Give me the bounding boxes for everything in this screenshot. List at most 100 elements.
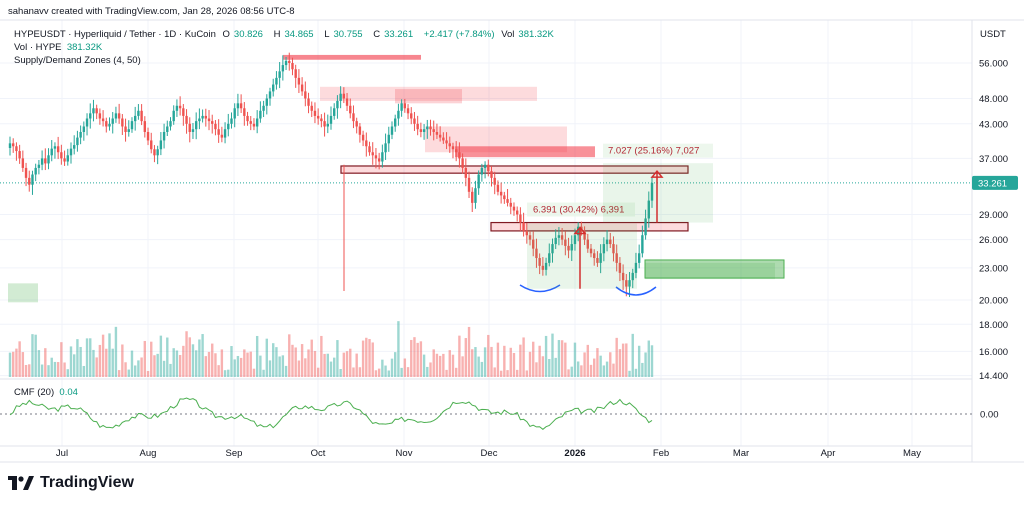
candle-body (246, 115, 249, 122)
candle-body (493, 177, 496, 185)
candle-body (252, 123, 256, 127)
candle-body (560, 235, 564, 240)
volume-bar (464, 338, 468, 377)
candle-body (519, 214, 522, 223)
volume-bar (272, 343, 275, 377)
candle-body (172, 110, 175, 122)
volume-bar (15, 348, 18, 377)
volume-bar (166, 337, 169, 377)
volume-bar (304, 358, 307, 377)
candle-body (297, 77, 301, 85)
price-tick-label: 20.000 (979, 296, 1008, 307)
time-tick-label: Apr (821, 448, 836, 459)
grid-lines (0, 20, 972, 446)
candle-body (336, 100, 339, 109)
price-tick-label: 14.400 (979, 371, 1008, 382)
candle-body (596, 258, 599, 263)
supply-zone (395, 89, 462, 104)
demand-zone-shadow (645, 262, 775, 280)
volume-bar (111, 348, 114, 377)
volume-bar (493, 367, 496, 377)
candle-body (532, 239, 535, 249)
symbol-title[interactable]: HYPEUSDT · Hyperliquid / Tether · 1D · K… (14, 29, 216, 40)
volume-bar (288, 334, 291, 377)
tradingview-logo[interactable]: TradingView (8, 474, 134, 492)
volume-bar (445, 369, 448, 377)
supply-zone (340, 165, 689, 174)
volume-legend[interactable]: Vol · HYPE 381.32K (14, 42, 103, 53)
volume-bar (175, 350, 179, 377)
volume-bar (53, 361, 57, 377)
candle-body (576, 226, 580, 236)
candle-body (554, 237, 557, 245)
candle-body (586, 239, 589, 249)
cmf-legend[interactable]: CMF (20) 0.04 (14, 387, 78, 398)
candle-body (352, 113, 355, 122)
volume-bar (461, 356, 464, 377)
candle-body (117, 113, 121, 119)
candle-body (204, 115, 208, 119)
price-axis: 56.000 48.000 43.000 37.000 29.000 26.000 23.0… (972, 59, 1018, 382)
candle-body (169, 121, 172, 127)
volume-bar (105, 348, 108, 377)
candle-body (471, 191, 474, 203)
volume-bar (204, 356, 208, 377)
candle-body (464, 167, 468, 178)
price-tick-label: 26.000 (979, 235, 1008, 246)
volume-bar (236, 355, 240, 377)
candle-body (509, 202, 512, 207)
candle-body (124, 126, 127, 132)
annotations: 6.391 (30.42%) 6,391 7.027 (25.16%) 7,027 (519, 143, 713, 296)
candle-body (435, 131, 439, 135)
volume-bar (394, 352, 397, 377)
measure-box-1 (527, 223, 637, 289)
volume-bar (150, 341, 153, 377)
candle-body (480, 167, 484, 175)
candle-body (426, 126, 429, 130)
volume-bar (121, 344, 124, 377)
volume-bar (384, 365, 387, 377)
candle-body (8, 143, 12, 148)
candle-body (95, 108, 98, 114)
volume-bar (117, 370, 121, 377)
volume-bar (191, 344, 195, 377)
volume-bar (143, 340, 147, 377)
candle-body (451, 146, 455, 150)
time-axis: Jul Aug Sep Oct Nov Dec 2026 Feb Mar Apr May (56, 448, 921, 459)
candle-body (403, 103, 407, 109)
volume-bar (182, 345, 185, 377)
volume-bar (153, 355, 156, 377)
candle-body (76, 137, 79, 146)
candle-body (12, 143, 15, 147)
volume-bar (506, 370, 509, 377)
candle-body (284, 60, 288, 66)
volume-bar (249, 351, 252, 377)
volume-bar (609, 352, 612, 377)
volume-bar (615, 337, 618, 377)
candle-body (146, 131, 150, 141)
volume-bar (24, 364, 28, 377)
candle-body (153, 149, 156, 156)
candle-body (194, 121, 198, 130)
volume-bar (114, 326, 118, 377)
candle-body (24, 167, 28, 178)
volume-bar (487, 334, 490, 377)
supply-zone (455, 146, 595, 158)
measure-label-bg-1 (527, 202, 635, 217)
candle-body (214, 123, 217, 130)
volume-bar (207, 351, 211, 377)
candle-body (28, 177, 31, 185)
candle-body (223, 129, 227, 138)
symbol-ohlc-line[interactable]: HYPEUSDT · Hyperliquid / Tether · 1D · K… (14, 29, 554, 40)
volume-bar (278, 356, 281, 377)
candle-body (294, 69, 297, 78)
volume-bar (291, 344, 294, 377)
volume-bar (140, 357, 143, 377)
candle-body (602, 244, 606, 254)
time-tick-label: Jul (56, 448, 68, 459)
volume-bar (557, 340, 561, 377)
indicator-legend[interactable]: Supply/Demand Zones (4, 50) (14, 55, 141, 66)
candle-body (105, 121, 108, 127)
candle-body (551, 244, 554, 254)
